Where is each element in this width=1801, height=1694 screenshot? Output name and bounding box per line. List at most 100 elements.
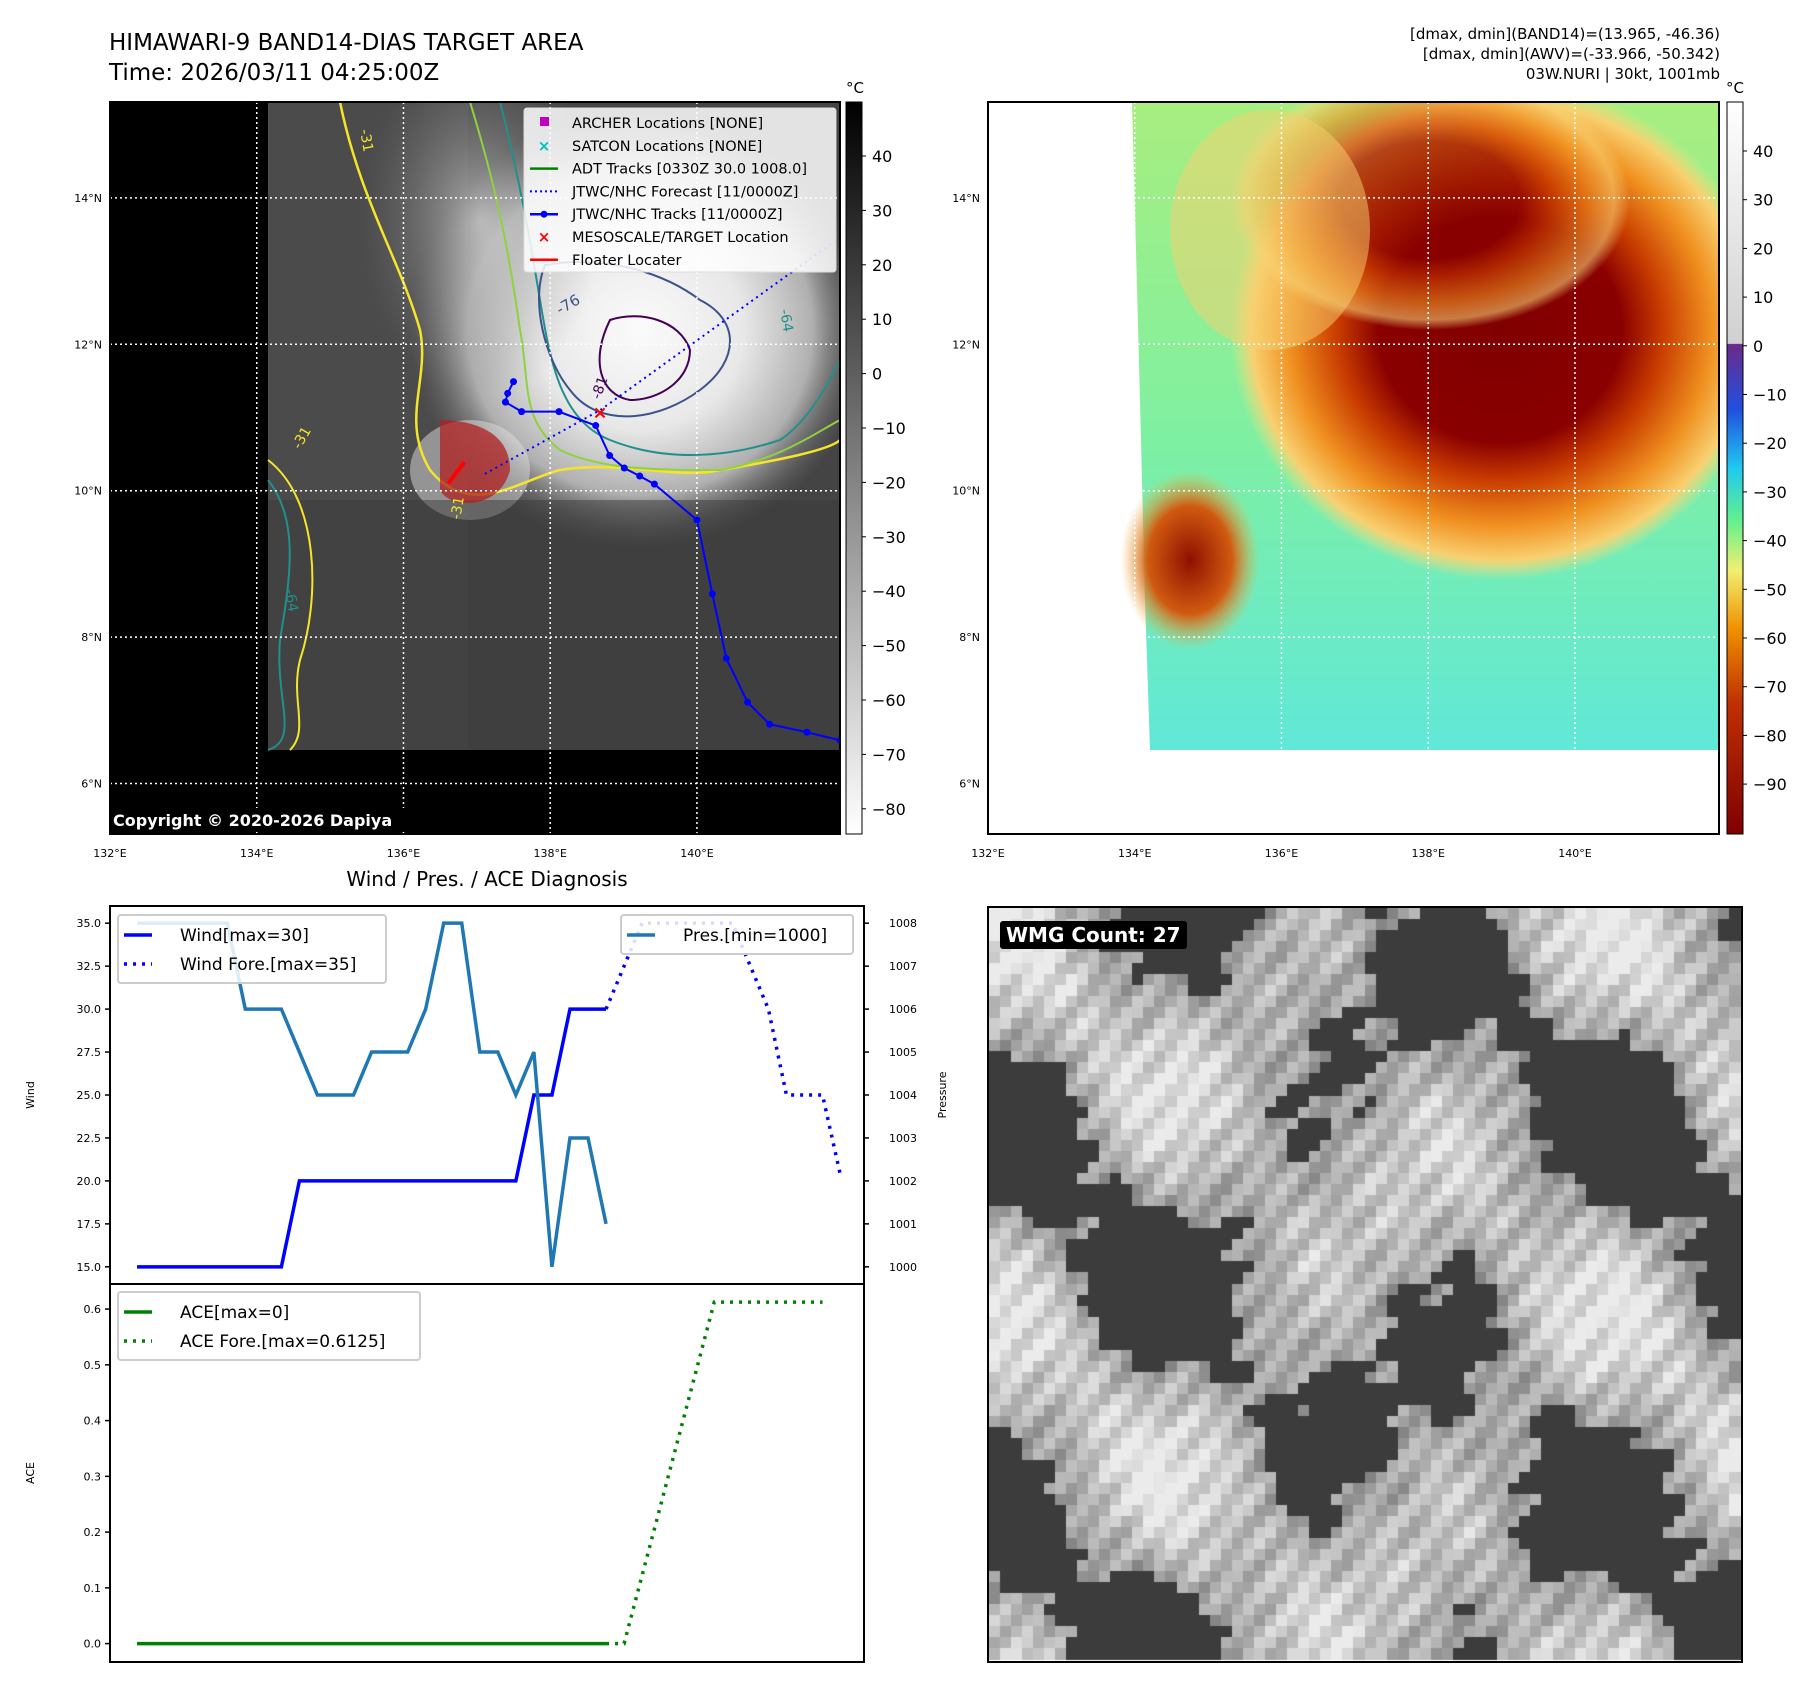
jtwc-track-point	[510, 378, 518, 386]
lat-tick-label: 14°N	[74, 192, 102, 205]
legend-item-blue-line-dot: JTWC/NHC Tracks [11/0000Z]	[530, 207, 783, 223]
legend-label: ADT Tracks [0330Z 30.0 1008.0]	[572, 162, 807, 178]
colorbar-tick-label: −50	[872, 637, 906, 656]
awv-colorbar: °C 40 30 20 10 0 −10 −20 −30 −40 −50 −60 −70 −80 −90	[1726, 79, 1787, 835]
lat-tick-label: 6°N	[81, 777, 102, 790]
y2-tick-label: 1006	[889, 1003, 917, 1016]
lon-tick-label: 138°E	[533, 847, 566, 860]
y-tick-label: 25.0	[77, 1089, 102, 1102]
y2-tick-label: 1005	[889, 1046, 917, 1059]
series-line-1	[606, 1300, 823, 1646]
map-gridlines	[988, 102, 1718, 834]
legend-label: ARCHER Locations [NONE]	[572, 116, 763, 132]
y2-tick-label: 1001	[889, 1218, 917, 1231]
y2-tick-label: 1003	[889, 1132, 917, 1145]
colorbar-tick-label: −70	[1753, 678, 1787, 697]
y-axis-label: Wind	[24, 1081, 37, 1109]
jtwc-track-point	[592, 422, 600, 430]
y2-tick-label: 1004	[889, 1089, 917, 1102]
jtwc-track-point	[722, 654, 730, 662]
y-tick-label: 30.0	[77, 1003, 102, 1016]
lat-tick-label: 8°N	[81, 631, 102, 644]
square-marker-icon	[540, 117, 549, 126]
copyright: Copyright © 2020-2026 Dapiya	[113, 811, 392, 830]
jtwc-track-point	[693, 516, 701, 524]
colorbar-tick-label: −90	[1753, 775, 1787, 794]
chart-legend	[117, 1291, 421, 1361]
colorbar-tick-label: 40	[1753, 142, 1773, 161]
colorbar-tick-label: −40	[872, 582, 906, 601]
x-marker-icon: ×	[538, 228, 551, 246]
band14-stats: [dmax, dmin](BAND14)=(13.965, -46.36)	[1410, 25, 1720, 43]
chart-legend-label: ACE Fore.[max=0.6125]	[180, 1332, 385, 1352]
legend-label: Floater Locater	[572, 253, 681, 269]
y2-tick-label: 1000	[889, 1261, 917, 1274]
lat-tick-label: 14°N	[952, 192, 980, 205]
contour-label: -81	[589, 374, 612, 401]
colorbar-tick-label: 0	[1753, 337, 1763, 356]
jtwc-track-point	[504, 389, 512, 397]
y-axis-label: ACE	[24, 1462, 37, 1484]
map-gridlines	[110, 102, 840, 834]
jtwc-track-point	[636, 472, 644, 480]
lat-tick-label: 6°N	[959, 777, 980, 790]
jtwc-forecast-line	[484, 236, 840, 475]
dot-marker-icon	[540, 210, 548, 218]
contour-label: -31	[356, 128, 376, 153]
chart-legend-label: ACE[max=0]	[180, 1303, 289, 1323]
storm-info: 03W.NURI | 30kt, 1001mb	[1526, 65, 1720, 83]
jtwc-track-point	[555, 408, 563, 416]
jtwc-track-point	[744, 698, 752, 706]
colorbar-tick-label: −60	[1753, 629, 1787, 648]
colorbar-tick-label: −80	[872, 800, 906, 819]
colorbar-tick-label: 0	[872, 365, 882, 384]
colorbar-tick-label: 20	[1753, 239, 1773, 258]
y2-tick-label: 1008	[889, 917, 917, 930]
jtwc-track-point	[620, 464, 628, 472]
y2-tick-label: 1002	[889, 1175, 917, 1188]
lon-tick-label: 134°E	[1118, 847, 1151, 860]
y-tick-label: 0.4	[84, 1415, 102, 1428]
x-marker-icon: ×	[538, 137, 551, 155]
awv-map-frame	[987, 101, 1720, 835]
y-tick-label: 32.5	[77, 960, 102, 973]
y-tick-label: 20.0	[77, 1175, 102, 1188]
series-line-2	[137, 921, 608, 1268]
colorbar-tick-label: −40	[1753, 532, 1787, 551]
lon-tick-label: 140°E	[680, 847, 713, 860]
colorbar-unit: °C	[1726, 79, 1744, 97]
ace-chart: 0.0 0.1 0.2 0.3 0.4 0.5 0.6 ACE ACE[max=0] ACE Fo…	[24, 1283, 865, 1663]
colorbar-tick-label: −10	[1753, 386, 1787, 405]
copyright-box	[111, 808, 421, 832]
y-tick-label: 15.0	[77, 1261, 102, 1274]
colorbar-tick-label: −20	[1753, 434, 1787, 453]
contour-label: -64	[776, 308, 796, 333]
ir-map: -76 -81 -64 -64 -31 -31 -31 ×	[110, 102, 840, 834]
y-tick-label: 0.2	[84, 1526, 102, 1539]
wmg-count-label: WMG Count: 27	[1000, 921, 1187, 949]
lat-tick-label: 8°N	[959, 631, 980, 644]
legend-item-cyan-x: × SATCON Locations [NONE]	[538, 137, 763, 155]
figure-time: Time: 2026/03/11 04:25:00Z	[108, 60, 439, 86]
y-tick-label: 27.5	[77, 1046, 102, 1059]
colorbar-tick-label: −20	[872, 473, 906, 492]
chart-legend-label: Wind[max=30]	[180, 926, 309, 946]
colorbar-tick-label: 10	[1753, 288, 1773, 307]
storm-tracks: ×	[446, 236, 840, 744]
floater-locater	[446, 460, 466, 485]
y-tick-label: 22.5	[77, 1132, 102, 1145]
legend-item-red-line: Floater Locater	[530, 253, 681, 269]
chart-title: Wind / Pres. / ACE Diagnosis	[346, 867, 627, 891]
y-tick-label: 0.6	[84, 1303, 102, 1316]
legend-label: JTWC/NHC Forecast [11/0000Z]	[571, 184, 798, 200]
legend-label: MESOSCALE/TARGET Location	[572, 230, 789, 246]
legend-label: JTWC/NHC Tracks [11/0000Z]	[571, 207, 783, 223]
lon-tick-label: 138°E	[1411, 847, 1444, 860]
colorbar-tick-label: −30	[872, 528, 906, 547]
target-location-marker: ×	[593, 402, 608, 423]
wmg-frame	[987, 906, 1743, 1663]
lon-tick-label: 136°E	[387, 847, 420, 860]
jtwc-track-point	[518, 408, 526, 416]
lat-tick-label: 10°N	[952, 485, 980, 498]
